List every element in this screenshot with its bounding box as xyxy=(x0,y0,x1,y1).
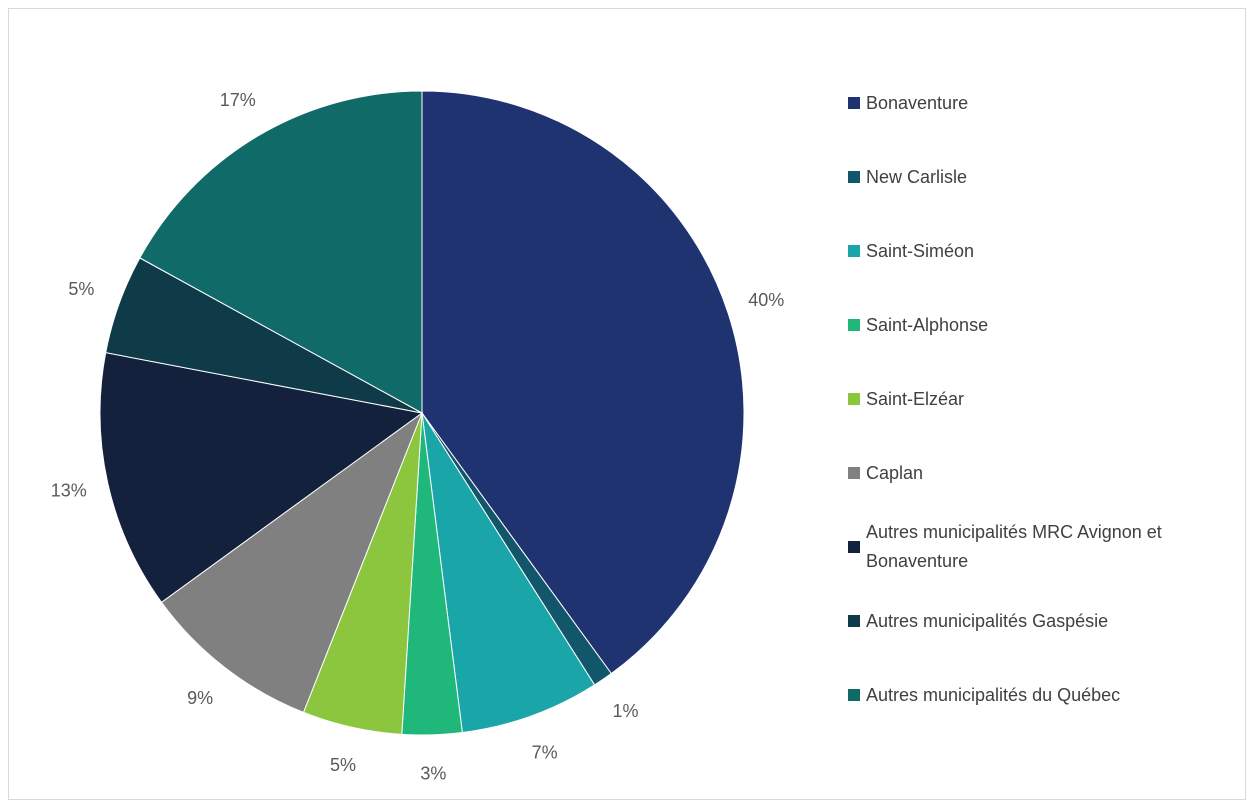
legend-entry: Autres municipalités du Québec xyxy=(848,658,1238,732)
data-label: 9% xyxy=(187,688,213,708)
legend-label: Autres municipalités du Québec xyxy=(866,684,1121,705)
pie-slice xyxy=(99,352,424,603)
legend-entry: Saint-Siméon xyxy=(848,214,1238,288)
pie-chart: 40% 1% 7% 3% 5% 9% 13% 5% 17% xyxy=(51,90,785,784)
legend-label: Autres municipalités Gaspésie xyxy=(866,610,1109,631)
legend-swatch xyxy=(848,245,860,257)
legend-entry: Autres municipalités Gaspésie xyxy=(848,584,1238,658)
legend-entry: Saint-Elzéar xyxy=(848,362,1238,436)
data-label: 5% xyxy=(68,279,94,299)
chart-frame xyxy=(8,8,1246,800)
legend-label: Saint-Elzéar xyxy=(866,388,965,409)
pie-slice xyxy=(160,411,424,714)
pie-slice xyxy=(421,90,745,675)
legend-entry: Caplan xyxy=(848,436,1238,510)
legend-entry: New Carlisle xyxy=(848,140,1238,214)
legend-label: Saint-Siméon xyxy=(866,240,975,261)
legend-swatch xyxy=(848,615,860,627)
data-label: 7% xyxy=(532,742,558,762)
data-label: 13% xyxy=(51,481,87,501)
data-label: 40% xyxy=(748,290,784,310)
legend-label: Autres municipalités MRC Avignon et Bona… xyxy=(866,522,1162,571)
legend-label: Saint-Alphonse xyxy=(866,314,989,335)
legend-entry: Autres municipalités MRC Avignon et Bona… xyxy=(848,510,1238,584)
data-label: 3% xyxy=(420,764,446,784)
legend-entry: Saint-Alphonse xyxy=(848,288,1238,362)
legend-entry: Bonaventure xyxy=(848,66,1238,140)
legend-label: Caplan xyxy=(866,462,924,483)
data-label: 5% xyxy=(330,755,356,775)
legend: Bonaventure New Carlisle Saint-Siméon Saint… xyxy=(848,66,1238,732)
legend-swatch xyxy=(848,541,860,553)
data-label: 17% xyxy=(220,90,256,110)
pie-slice xyxy=(421,412,596,734)
data-label: 1% xyxy=(612,701,638,721)
pie-slice xyxy=(139,90,423,414)
legend-swatch xyxy=(848,393,860,405)
legend-swatch xyxy=(848,689,860,701)
legend-swatch xyxy=(848,319,860,331)
legend-swatch xyxy=(848,467,860,479)
legend-swatch xyxy=(848,97,860,109)
legend-swatch xyxy=(848,171,860,183)
legend-label: New Carlisle xyxy=(866,166,968,187)
legend-label: Bonaventure xyxy=(866,92,969,113)
